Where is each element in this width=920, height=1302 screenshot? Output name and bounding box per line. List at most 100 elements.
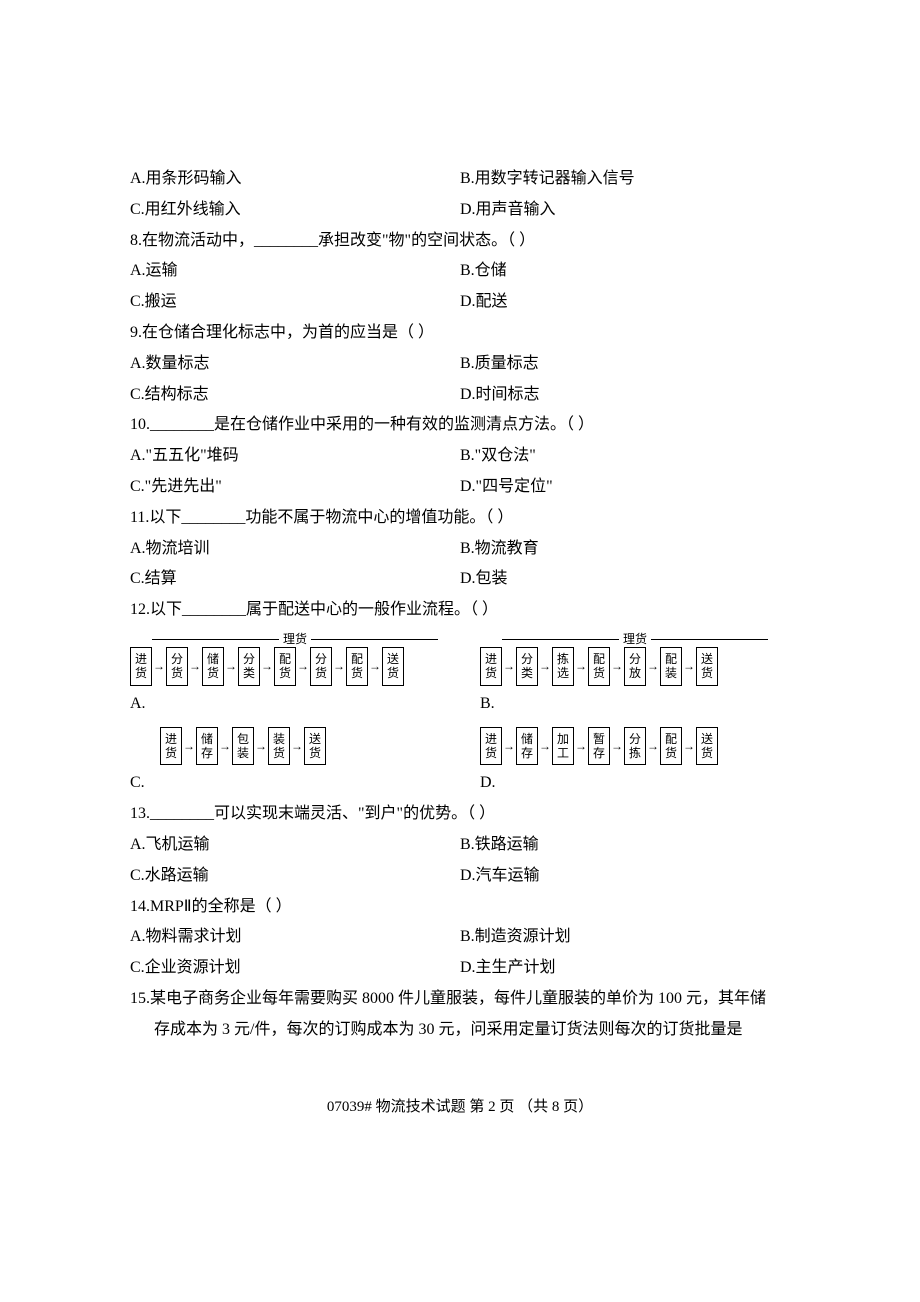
q12-text: 12.以下________属于配送中心的一般作业流程。（ ） <box>130 596 790 625</box>
flow-box: 分类 <box>238 647 260 686</box>
flow-label-text: 理货 <box>279 629 311 651</box>
q10-option-c: C."先进先出" <box>130 473 460 502</box>
flow-box-text: 进货 <box>485 652 497 680</box>
q11-options-row-2: C.结算 D.包装 <box>130 565 790 594</box>
flow-box: 配货 <box>660 727 682 766</box>
q9-options-row-2: C.结构标志 D.时间标志 <box>130 381 790 410</box>
q8-options-row-1: A.运输 B.仓储 <box>130 257 790 286</box>
flow-box-text: 分货 <box>171 652 183 680</box>
q7-option-c: C.用红外线输入 <box>130 196 460 225</box>
q12-label-row-1: A. B. <box>130 690 790 719</box>
q10-option-d: D."四号定位" <box>460 473 790 502</box>
q13-option-b: B.铁路运输 <box>460 831 790 860</box>
q7-options-row-2: C.用红外线输入 D.用声音输入 <box>130 196 790 225</box>
q10-option-a: A."五五化"堆码 <box>130 442 460 471</box>
arrow-right-icon: → <box>332 660 346 672</box>
flow-box-text: 加工 <box>557 732 569 760</box>
q12-flow-row-1: 理货 进货 → 分货 → 储货 → 分类 → 配货 → 分货 → 配货 → 送货… <box>130 629 790 686</box>
flow-box: 配货 <box>274 647 296 686</box>
flow-box: 送货 <box>696 727 718 766</box>
flow-box-text: 分类 <box>521 652 533 680</box>
q7-options-row-1: A.用条形码输入 B.用数字转记器输入信号 <box>130 165 790 194</box>
flow-box: 分类 <box>516 647 538 686</box>
q12-label-a: A. <box>130 690 460 719</box>
arrow-right-icon: → <box>682 740 696 752</box>
q12-flow-row-2: 进货 → 储存 → 包装 → 装货 → 送货 进货 → 储存 → 加工 → 暂存… <box>130 723 790 766</box>
q15-line2: 存成本为 3 元/件，每次的订购成本为 30 元，问采用定量订货法则每次的订货批… <box>130 1016 790 1045</box>
flow-box: 进货 <box>480 647 502 686</box>
flow-label-text: 理货 <box>619 629 651 651</box>
flow-box: 进货 <box>160 727 182 766</box>
q7-option-b: B.用数字转记器输入信号 <box>460 165 790 194</box>
flow-box-text: 送货 <box>387 652 399 680</box>
q9-option-d: D.时间标志 <box>460 381 790 410</box>
q9-options-row-1: A.数量标志 B.质量标志 <box>130 350 790 379</box>
q15-line1: 15.某电子商务企业每年需要购买 8000 件儿童服装，每件儿童服装的单价为 1… <box>130 985 790 1014</box>
flow-box-text: 配货 <box>593 652 605 680</box>
q13-option-c: C.水路运输 <box>130 862 460 891</box>
q13-option-a: A.飞机运输 <box>130 831 460 860</box>
flow-box: 配装 <box>660 647 682 686</box>
q7-option-d: D.用声音输入 <box>460 196 790 225</box>
q11-text: 11.以下________功能不属于物流中心的增值功能。（ ） <box>130 504 790 533</box>
flow-box: 储存 <box>196 727 218 766</box>
flow-box-text: 送货 <box>309 732 321 760</box>
flow-box: 送货 <box>696 647 718 686</box>
q10-text: 10.________是在仓储作业中采用的一种有效的监测清点方法。（ ） <box>130 411 790 440</box>
q14-text: 14.MRPⅡ的全称是（ ） <box>130 893 790 922</box>
flow-box-text: 储存 <box>521 732 533 760</box>
q8-option-d: D.配送 <box>460 288 790 317</box>
q8-option-a: A.运输 <box>130 257 460 286</box>
q12-flow-a: 理货 进货 → 分货 → 储货 → 分类 → 配货 → 分货 → 配货 → 送货 <box>130 647 460 686</box>
arrow-right-icon: → <box>224 660 238 672</box>
arrow-right-icon: → <box>218 740 232 752</box>
arrow-right-icon: → <box>538 740 552 752</box>
flow-box-text: 分货 <box>315 652 327 680</box>
q12-label-b: B. <box>460 690 790 719</box>
flow-box-text: 进货 <box>165 732 177 760</box>
arrow-right-icon: → <box>646 740 660 752</box>
flow-box-text: 分放 <box>629 652 641 680</box>
q9-option-a: A.数量标志 <box>130 350 460 379</box>
flow-box-text: 送货 <box>701 652 713 680</box>
q14-option-d: D.主生产计划 <box>460 954 790 983</box>
flow-label-line <box>152 639 279 640</box>
flow-box-text: 储货 <box>207 652 219 680</box>
flow-box: 进货 <box>480 727 502 766</box>
arrow-right-icon: → <box>182 740 196 752</box>
flow-label-line <box>651 639 768 640</box>
q9-text: 9.在仓储合理化标志中，为首的应当是（ ） <box>130 319 790 348</box>
q14-options-row-2: C.企业资源计划 D.主生产计划 <box>130 954 790 983</box>
flow-box: 储货 <box>202 647 224 686</box>
q13-options-row-1: A.飞机运输 B.铁路运输 <box>130 831 790 860</box>
q11-options-row-1: A.物流培训 B.物流教育 <box>130 535 790 564</box>
q10-options-row-2: C."先进先出" D."四号定位" <box>130 473 790 502</box>
q14-options-row-1: A.物料需求计划 B.制造资源计划 <box>130 923 790 952</box>
flow-box-text: 拣选 <box>557 652 569 680</box>
page-footer: 07039# 物流技术试题 第 2 页 （共 8 页） <box>130 1094 790 1121</box>
q8-options-row-2: C.搬运 D.配送 <box>130 288 790 317</box>
q12-label-d: D. <box>460 769 790 798</box>
flow-box: 加工 <box>552 727 574 766</box>
arrow-right-icon: → <box>502 740 516 752</box>
flow-box: 拣选 <box>552 647 574 686</box>
flow-box-text: 配货 <box>351 652 363 680</box>
flow-box-text: 送货 <box>701 732 713 760</box>
arrow-right-icon: → <box>152 660 166 672</box>
arrow-right-icon: → <box>296 660 310 672</box>
q14-option-a: A.物料需求计划 <box>130 923 460 952</box>
arrow-right-icon: → <box>188 660 202 672</box>
flow-box-text: 暂存 <box>593 732 605 760</box>
q11-option-d: D.包装 <box>460 565 790 594</box>
flow-box-text: 包装 <box>237 732 249 760</box>
arrow-right-icon: → <box>682 660 696 672</box>
q14-option-b: B.制造资源计划 <box>460 923 790 952</box>
arrow-right-icon: → <box>254 740 268 752</box>
flow-label-line <box>502 639 619 640</box>
q10-options-row-1: A."五五化"堆码 B."双仓法" <box>130 442 790 471</box>
arrow-right-icon: → <box>502 660 516 672</box>
flow-box-text: 储存 <box>201 732 213 760</box>
flow-box-text: 配货 <box>279 652 291 680</box>
flow-box-text: 配装 <box>665 652 677 680</box>
flow-box: 分放 <box>624 647 646 686</box>
